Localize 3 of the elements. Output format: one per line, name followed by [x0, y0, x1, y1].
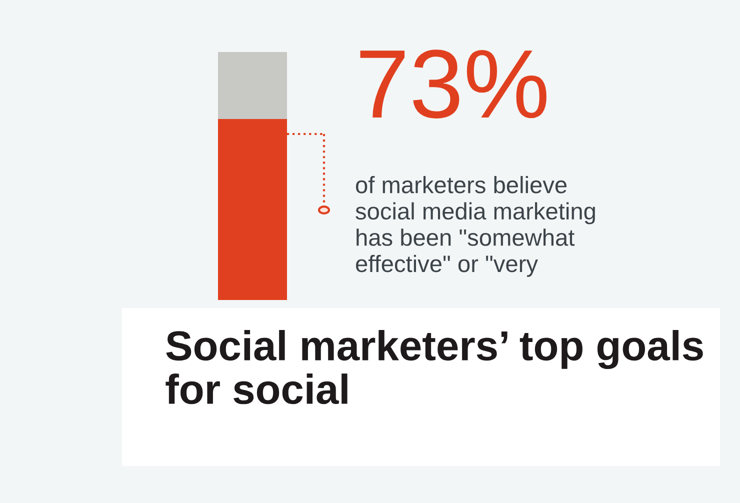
text: of marketers believe social media marketing has been "somewhat effective" or "very [356, 176, 595, 277]
text: Social marketers’ top goals for social [166, 330, 703, 404]
data-label: 73% [360, 50, 546, 118]
